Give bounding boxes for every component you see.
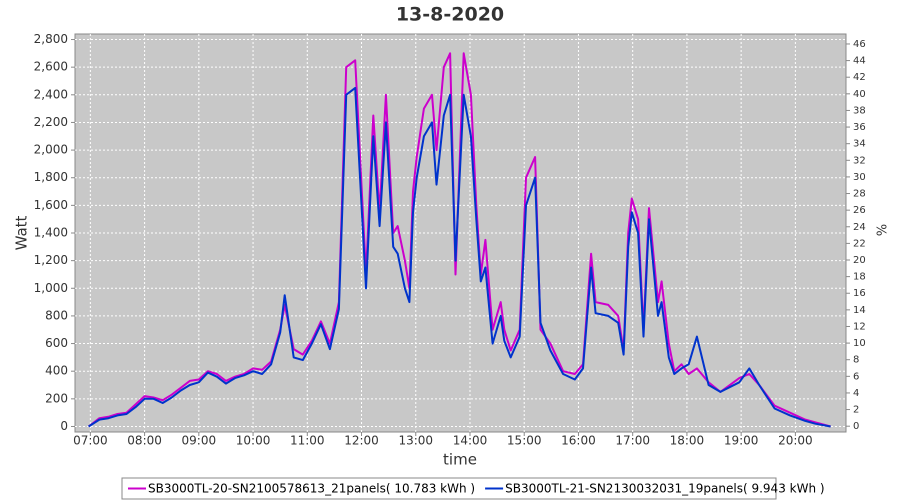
- x-tick-label: 17:00: [615, 434, 650, 448]
- y-tick-label: 2,400: [34, 87, 68, 101]
- x-tick-label: 10:00: [236, 434, 271, 448]
- chart-title: 13-8-2020: [396, 4, 504, 26]
- y-tick-label: 2,800: [34, 32, 68, 46]
- y-tick-label: 2,000: [34, 143, 68, 157]
- y2-tick-label: 2: [853, 405, 859, 416]
- x-tick-label: 07:00: [73, 434, 108, 448]
- y2-tick-label: 12: [853, 321, 866, 332]
- y-tick-label: 2,600: [34, 60, 68, 74]
- y-tick-label: 800: [45, 308, 68, 322]
- y-tick-label: 1,800: [34, 170, 68, 184]
- y2-tick-label: 36: [853, 122, 866, 133]
- y2-tick-label: 18: [853, 272, 866, 283]
- y2-tick-label: 20: [853, 255, 866, 266]
- y2-axis-label: %: [873, 224, 888, 236]
- y2-tick-label: 40: [853, 89, 866, 100]
- y2-tick-label: 0: [853, 421, 859, 432]
- x-tick-label: 16:00: [561, 434, 596, 448]
- series-line: [87, 52, 831, 428]
- y-tick-label: 200: [45, 391, 68, 405]
- y2-tick-label: 30: [853, 172, 866, 183]
- x-tick-label: 15:00: [507, 434, 542, 448]
- x-tick-label: 11:00: [290, 434, 325, 448]
- x-tick-label: 19:00: [724, 434, 759, 448]
- y2-tick-label: 10: [853, 338, 866, 349]
- y2-tick-label: 4: [853, 388, 859, 399]
- x-tick-label: 20:00: [778, 434, 813, 448]
- y2-tick-label: 32: [853, 155, 866, 166]
- y2-tick-label: 14: [853, 305, 866, 316]
- series-line: [88, 86, 831, 428]
- y2-tick-label: 24: [853, 222, 866, 233]
- y2-tick-label: 44: [853, 56, 866, 67]
- y2-tick-label: 16: [853, 288, 866, 299]
- x-tick-label: 12:00: [344, 434, 379, 448]
- y2-tick-label: 22: [853, 238, 866, 249]
- legend: [121, 477, 777, 500]
- y2-tick-label: 38: [853, 105, 866, 116]
- y-tick-label: 1,600: [34, 198, 68, 212]
- y-axis-label: Watt: [13, 215, 31, 250]
- y2-tick-label: 8: [853, 355, 859, 366]
- y2-tick-label: 46: [853, 39, 866, 50]
- legend-label: SB3000TL-21-SN2130032031_19panels( 9.943…: [505, 482, 824, 496]
- y-tick-label: 400: [45, 364, 68, 378]
- x-tick-label: 14:00: [453, 434, 488, 448]
- y2-tick-label: 6: [853, 371, 859, 382]
- y-tick-label: 600: [45, 336, 68, 350]
- y2-tick-label: 34: [853, 139, 866, 150]
- y-tick-label: 1,000: [34, 281, 68, 295]
- y-tick-label: 1,400: [34, 226, 68, 240]
- y2-tick-label: 26: [853, 205, 866, 216]
- y-tick-label: 1,200: [34, 253, 68, 267]
- y-tick-label: 0: [60, 419, 68, 433]
- y2-tick-label: 42: [853, 72, 866, 83]
- y-tick-label: 2,200: [34, 115, 68, 129]
- x-tick-label: 08:00: [127, 434, 162, 448]
- x-tick-label: 18:00: [670, 434, 705, 448]
- x-axis-label: time: [443, 451, 477, 469]
- legend-label: SB3000TL-20-SN2100578613_21panels( 10.78…: [148, 482, 475, 496]
- y2-tick-label: 28: [853, 189, 866, 200]
- x-tick-label: 13:00: [398, 434, 433, 448]
- x-tick-label: 09:00: [182, 434, 217, 448]
